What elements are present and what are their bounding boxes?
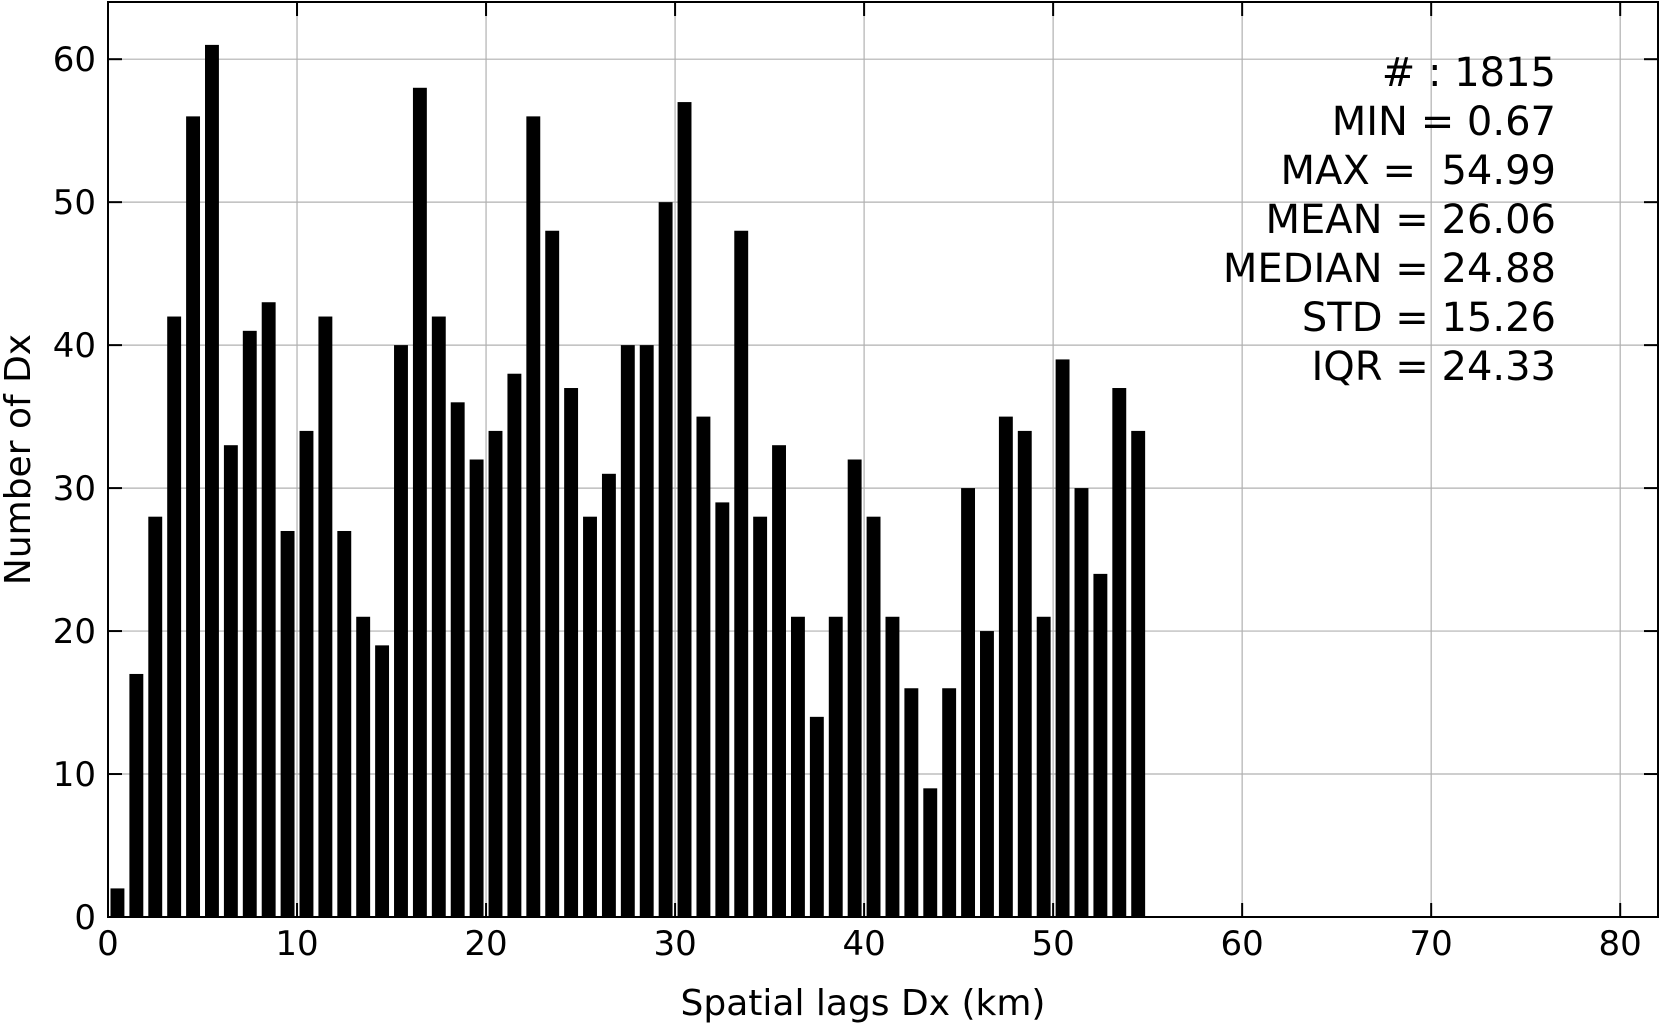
bar: [186, 116, 201, 917]
bar: [790, 616, 805, 917]
y-tick-label: 0: [74, 898, 96, 938]
plot-frame: [107, 1, 1659, 918]
bar: [734, 230, 749, 917]
bar: [904, 688, 919, 917]
bar: [980, 631, 994, 917]
y-tick-label: 60: [53, 40, 96, 80]
x-tick-label: 50: [1031, 924, 1074, 964]
bar: [242, 330, 257, 917]
bar: [583, 516, 597, 917]
bar: [866, 516, 881, 917]
bar: [299, 430, 314, 917]
bars: [110, 44, 1146, 917]
x-axis-title: Spatial lags Dx (km): [681, 983, 1046, 1024]
bar: [828, 616, 843, 917]
bar: [356, 616, 371, 917]
stat-line: MEAN = 26.06: [1265, 197, 1556, 243]
x-tick-label: 70: [1410, 924, 1453, 964]
bar: [1112, 388, 1127, 917]
bar: [450, 402, 465, 917]
bar: [564, 388, 579, 917]
bar: [961, 488, 976, 917]
bar: [639, 345, 654, 917]
y-tick-label: 30: [53, 469, 96, 509]
bar: [318, 316, 333, 917]
bar: [261, 302, 276, 917]
bar: [885, 616, 900, 917]
bar: [337, 530, 352, 917]
bar: [129, 673, 144, 917]
bar: [223, 445, 238, 917]
bar: [753, 516, 768, 917]
x-tick-label: 80: [1599, 924, 1642, 964]
bar: [526, 116, 541, 917]
bar: [942, 688, 957, 917]
x-tick-label: 60: [1221, 924, 1264, 964]
bar: [809, 716, 824, 917]
bar: [658, 202, 673, 917]
y-tick-labels: 0 10 20 30 40 50 60: [53, 40, 96, 938]
bar: [1074, 488, 1089, 917]
x-tick-label: 20: [464, 924, 507, 964]
stat-line: MAX = 54.99: [1281, 148, 1556, 194]
y-axis-title: Number of Dx: [0, 334, 39, 585]
x-tick-label: 10: [275, 924, 318, 964]
y-tick-label: 50: [53, 183, 96, 223]
stat-line: # : 1815: [1382, 50, 1556, 96]
y-tick-label: 10: [53, 755, 96, 795]
bar: [412, 87, 427, 917]
bar: [469, 459, 484, 917]
bar: [620, 345, 635, 917]
y-tick-label: 40: [53, 326, 96, 366]
bar: [1093, 573, 1108, 917]
x-tick-label: 40: [842, 924, 885, 964]
tick-marks: [107, 2, 1658, 918]
stat-line: MEDIAN = 24.88: [1223, 246, 1556, 292]
x-tick-labels: 0 10 20 30 40 50 60 70 80: [97, 924, 1642, 964]
bar: [1055, 359, 1070, 917]
bar: [394, 345, 408, 917]
bar: [772, 445, 786, 917]
bar: [601, 473, 616, 917]
stat-line: MIN = 0.67: [1332, 99, 1556, 145]
bar: [148, 516, 163, 917]
bar: [1017, 430, 1032, 917]
bar: [431, 316, 446, 917]
bar: [677, 102, 692, 917]
stat-line: IQR = 24.33: [1311, 344, 1556, 390]
bar: [1131, 430, 1146, 917]
bar: [1036, 616, 1051, 917]
stat-line: STD = 15.26: [1302, 295, 1556, 341]
bar: [167, 316, 182, 917]
bar: [696, 416, 711, 917]
bar: [998, 416, 1013, 917]
x-tick-label: 30: [653, 924, 696, 964]
bar: [110, 888, 125, 917]
y-tick-label: 20: [53, 612, 96, 652]
bar: [545, 230, 560, 917]
bar: [923, 788, 938, 917]
bar: [205, 44, 219, 917]
x-tick-label: 0: [97, 924, 119, 964]
bar: [847, 459, 862, 917]
bar: [280, 530, 295, 917]
bar: [375, 645, 390, 917]
bar: [488, 430, 503, 917]
bar: [507, 373, 522, 917]
bar: [715, 502, 730, 917]
